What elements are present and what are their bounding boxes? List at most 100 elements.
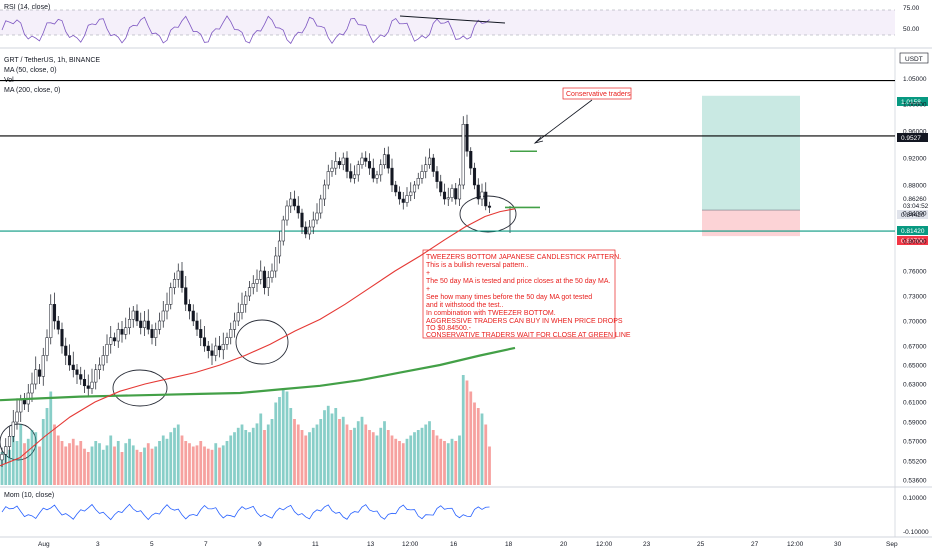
green-line-badge-text: 0.81420 [901,228,925,235]
volume-bar [150,448,154,485]
annotation-line: and it withstood the test.. [426,302,503,309]
rsi-trendline[interactable] [399,15,506,24]
candle-body [4,446,8,455]
candle-body [232,320,237,330]
candle-body [60,329,64,347]
candle-body [367,161,372,169]
candle-body [289,198,293,207]
candle-body [172,279,177,288]
candle-body [229,329,233,338]
time-tick: 16 [450,541,458,548]
time-tick: 20 [560,541,568,548]
volume-bar [266,424,270,485]
stop-badge-text: 0.80700 [901,238,925,245]
candle-body [304,226,308,235]
volume-bar [480,413,484,485]
candle-body [375,174,379,179]
candle-body [319,198,323,214]
volume-bar [413,432,416,485]
volume-bar [304,435,308,485]
test-circle[interactable] [112,369,168,407]
volume-bar [229,435,233,485]
position-stop-zone[interactable] [702,210,800,237]
time-tick: 27 [751,541,759,548]
price-tick: 0.70000 [903,319,927,326]
volume-bar [323,410,326,485]
volume-bar [428,421,431,485]
candle-body [176,270,180,280]
volume-bar [424,424,428,485]
time-tick: 11 [312,541,319,548]
time-tick: 7 [204,541,208,548]
mom-label: Mom (10, close) [4,492,54,499]
volume-bar [270,419,274,485]
candle-body [259,270,263,280]
volume-bar [86,452,90,485]
volume-bar [131,445,135,485]
candle-body [311,219,315,228]
candle-body [131,310,135,320]
annotation-line: CONSERVATIVE TRADERS WAIT FOR CLOSE AT G… [426,332,631,339]
volume-bar [461,375,465,485]
candle-body [56,320,60,330]
rsi-label: RSI (14, close) [4,4,50,11]
volume-bar [353,427,356,485]
volume-bar [360,416,364,485]
volume-bar [454,441,458,485]
tweezer-circle[interactable] [459,195,517,233]
candle-body [337,161,342,165]
candle-body [251,283,255,288]
candle-body [169,287,173,305]
volume-bar [293,419,296,485]
time-tick: 25 [697,541,705,548]
volume-bar [94,441,98,485]
candle-body [240,304,244,313]
candle-body [296,205,300,214]
time-tick: Aug [38,541,50,548]
candle-body [281,219,285,242]
annotation-arrowhead [533,136,544,144]
rsi-band [0,10,895,35]
candle-body [446,197,450,200]
test-circle[interactable] [235,319,289,365]
quote-badge [899,52,929,64]
volume-bar [251,427,255,485]
entry-badge [897,210,928,219]
annotation-box[interactable] [422,249,616,339]
mom-tick: -0.10000 [903,529,929,536]
volume-bar [278,397,281,485]
time-tick: 30 [834,541,842,548]
volume-bar [64,446,68,485]
candle-body [199,329,203,338]
ma50-line[interactable] [0,208,516,467]
ma200-line[interactable] [0,346,516,402]
candle-body [307,226,312,235]
volume-bar [109,435,113,485]
candle-body [105,344,109,356]
candle-body [34,369,38,385]
volume-bar [8,449,11,485]
volume-bar [165,438,169,485]
candle-body [7,436,12,447]
volume-bar [214,443,218,485]
price-tick: 0.96000 [903,129,927,136]
candle-body [217,345,222,351]
price-tick: 0.63000 [903,382,927,389]
position-target-zone[interactable] [702,95,800,211]
resistance-badge-text: 0.9527 [901,135,921,142]
candle-body [236,312,240,322]
volume-bar [446,443,450,485]
volume-bar [315,424,319,485]
last-price: 0.86260 [903,196,927,203]
price-tick: 0.80000 [903,239,927,246]
resistance-badge [897,133,928,142]
candle-body [262,270,267,288]
candle-body [431,157,435,172]
annotation-title-box[interactable] [562,87,632,100]
candle-body [454,188,458,200]
volume-bar [443,441,446,485]
volume-bar [255,423,259,485]
candle-body [461,124,465,186]
candle-body [45,337,49,356]
